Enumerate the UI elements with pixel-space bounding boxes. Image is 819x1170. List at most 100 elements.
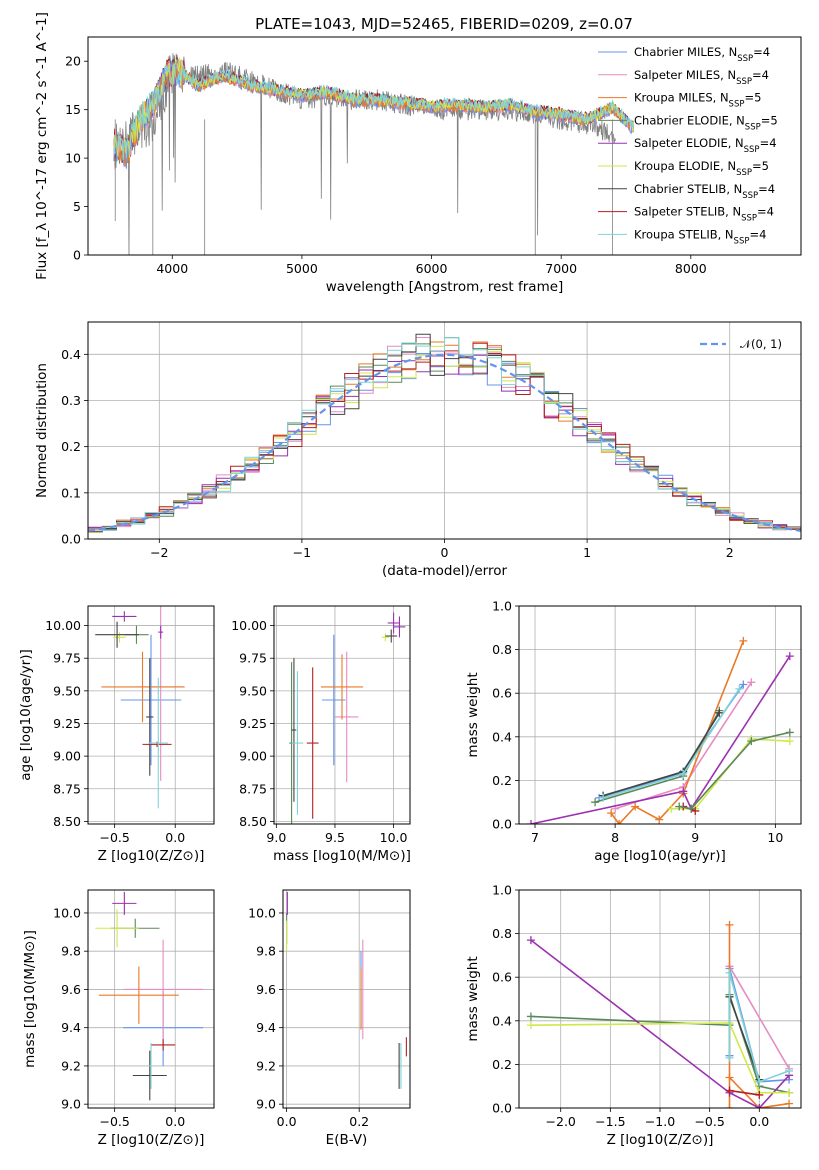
x-axis-label: Z [log10(Z/Z⊙)] (607, 1132, 714, 1148)
y-tick-label: 9.00 (239, 749, 267, 764)
x-axis-label: Z [log10(Z/Z⊙)] (98, 848, 205, 864)
panel-7: −2.0 −1.5 −1.0 −0.5 0.0 0.0 0.2 0.4 0.6 0.8 1.0 Z [… (465, 883, 802, 1148)
y-tick-label: 9.0 (61, 1097, 81, 1112)
panel-6: 0.0 0.2 9.0 9.2 9.4 9.6 9.8 10.0 E(B-V) (248, 889, 411, 1148)
y-tick-label: 9.2 (61, 1058, 81, 1073)
y-tick-label: 9.6 (61, 982, 81, 997)
x-tick-label: 7000 (545, 261, 577, 276)
y-tick-label: 0 (73, 248, 81, 263)
y-tick-label: 9.50 (239, 683, 267, 698)
weight-marker (526, 1012, 535, 1021)
x-tick-label: 0.2 (349, 1114, 369, 1129)
y-tick-label: 10.0 (248, 905, 276, 920)
y-tick-label: 9.0 (256, 1097, 276, 1112)
weight-marker (739, 636, 748, 645)
plot-area (95, 606, 185, 809)
plot-area (113, 53, 634, 255)
weight-marker (785, 652, 794, 661)
x-tick-label: −2 (150, 545, 168, 560)
weight-marker (615, 820, 624, 824)
axes-frame (87, 605, 215, 825)
weight-marker (735, 684, 744, 693)
legend-label: Chabrier MILES, NSSP=4 (634, 45, 770, 64)
axes-frame (87, 36, 802, 256)
x-axis-label: age [log10(age/yr)] (594, 848, 726, 864)
legend-label: 𝒩(0, 1) (740, 337, 782, 351)
weight-line (729, 1089, 760, 1096)
axes-frame (518, 605, 802, 825)
y-tick-label: 0.0 (492, 817, 512, 832)
model-spectrum (113, 63, 634, 160)
weight-marker (785, 1099, 794, 1108)
x-tick-label: −0.5 (99, 830, 129, 845)
y-axis-label: mass [log10(M/M⊙)] (22, 930, 38, 1068)
y-tick-label: 9.00 (53, 749, 81, 764)
x-tick-label: 7 (531, 830, 539, 845)
y-tick-label: 0.4 (492, 729, 512, 744)
weight-line (679, 731, 790, 810)
y-tick-label: 10.00 (231, 618, 267, 633)
weight-marker (755, 1104, 764, 1108)
plot-area (526, 920, 794, 1108)
y-axis-label: mass weight (465, 956, 481, 1041)
weight-marker (679, 769, 688, 778)
x-tick-label: 9 (691, 830, 699, 845)
y-axis-label: Flux [f_λ 10^-17 erg cm^-2 s^-1 A^-1] (34, 12, 50, 280)
y-tick-label: 0.4 (492, 1013, 512, 1028)
axes-frame (282, 889, 411, 1109)
y-tick-label: 5 (73, 199, 81, 214)
weight-marker (785, 1088, 794, 1097)
panel-4: 7 8 9 10 0.0 0.2 0.4 0.6 0.8 1.0 age [log10(age/yr… (465, 599, 802, 864)
weight-marker (785, 728, 794, 737)
x-tick-label: 0 (441, 545, 449, 560)
y-tick-label: 0.2 (492, 1057, 512, 1072)
weight-marker (747, 678, 756, 687)
weight-marker (687, 804, 696, 813)
weight-marker (526, 936, 535, 945)
y-tick-label: 8.75 (53, 781, 81, 796)
x-tick-label: 8 (611, 830, 619, 845)
weight-marker (655, 815, 664, 824)
x-tick-label: 4000 (156, 261, 188, 276)
observed-spectrum (113, 53, 616, 255)
plot-area (527, 636, 794, 824)
residual-histogram (88, 342, 801, 532)
x-tick-label: 10 (767, 830, 783, 845)
y-tick-label: 1.0 (492, 883, 512, 898)
weight-marker (725, 920, 734, 929)
x-tick-label: −0.5 (694, 1114, 724, 1129)
panel-1: −2 −1 0 1 2 0.0 0.1 0.2 0.3 0.4 (data-model)/error… (34, 321, 802, 579)
y-tick-label: 0.8 (492, 926, 512, 941)
axes-frame (87, 321, 802, 540)
weight-marker (755, 1077, 764, 1086)
weight-marker (755, 1090, 764, 1099)
y-tick-label: 20 (65, 54, 81, 69)
residual-histogram (88, 337, 801, 532)
x-axis-label: Z [log10(Z/Z⊙)] (98, 1132, 205, 1148)
y-tick-label: 9.4 (256, 1020, 276, 1035)
weight-marker (527, 820, 536, 824)
y-tick-label: 9.8 (256, 944, 276, 959)
legend-label: Salpeter ELODIE, NSSP=4 (634, 136, 777, 155)
y-tick-label: 9.6 (256, 982, 276, 997)
legend-label: Salpeter MILES, NSSP=4 (634, 68, 769, 87)
y-tick-label: 0.8 (492, 642, 512, 657)
legend-label: Salpeter STELIB, NSSP=4 (634, 205, 774, 224)
plot-area (286, 891, 407, 1089)
y-tick-label: 9.4 (61, 1020, 81, 1035)
panel-5: −0.5 0.0 9.0 9.2 9.4 9.6 9.8 10.0 Z [log10(Z/Z⊙)… (22, 889, 215, 1148)
x-tick-label: 9.0 (266, 830, 286, 845)
x-axis-label: wavelength [Angstrom, rest frame] (326, 279, 564, 295)
plot-area (88, 333, 801, 533)
y-tick-label: 0.3 (61, 393, 81, 408)
weight-line (671, 738, 790, 810)
x-tick-label: 6000 (416, 261, 448, 276)
x-tick-label: 0.0 (277, 1114, 297, 1129)
x-tick-label: 5000 (286, 261, 318, 276)
y-tick-label: 9.75 (239, 651, 267, 666)
y-tick-label: 0.0 (492, 1101, 512, 1116)
weight-marker (715, 708, 724, 717)
y-tick-label: 10 (65, 151, 81, 166)
y-tick-label: 0.6 (492, 970, 512, 985)
